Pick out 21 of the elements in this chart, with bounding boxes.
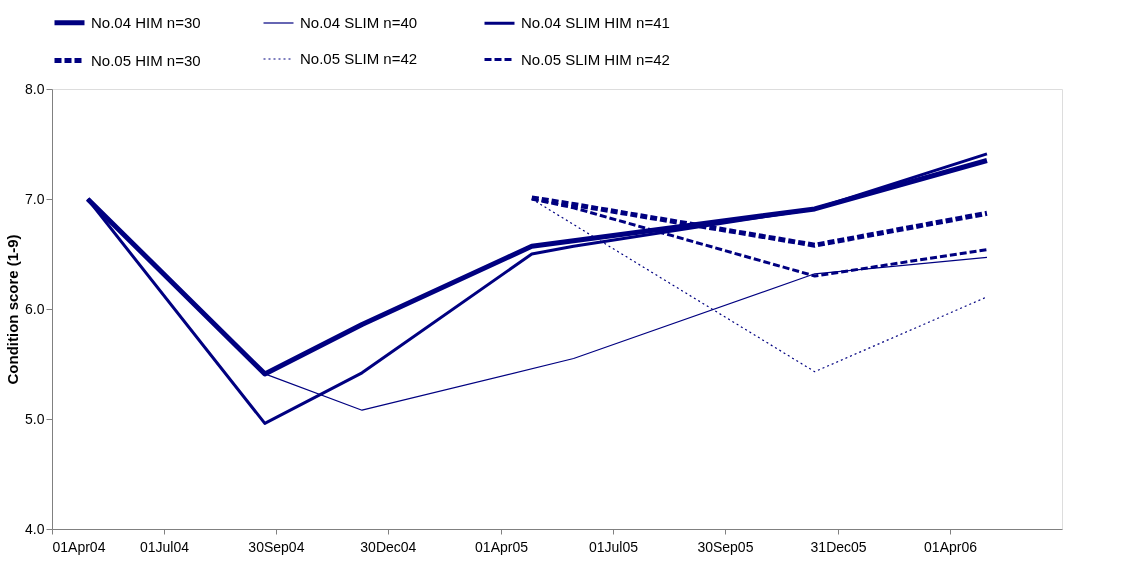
x-tick-label: 01Apr04 <box>52 538 106 555</box>
x-tick-label: 31Dec05 <box>810 538 867 555</box>
legend-label: No.04 SLIM HIM n=41 <box>521 14 670 32</box>
legend-label: No.05 HIM n=30 <box>91 51 201 69</box>
y-tick-label: 6.0 <box>25 300 45 317</box>
x-tick-label: 01Jul05 <box>588 538 639 555</box>
x-tick-label: 30Sep04 <box>248 538 305 555</box>
x-tick-label: 30Sep05 <box>697 538 754 555</box>
y-tick-label: 5.0 <box>25 410 45 427</box>
y-tick-label: 4.0 <box>25 520 45 537</box>
y-tick-label: 8.0 <box>25 80 45 97</box>
x-tick-label: 01Apr05 <box>475 538 529 555</box>
legend-label: No.05 SLIM n=42 <box>300 50 418 67</box>
y-axis-title: Condition score (1-9) <box>4 234 22 385</box>
legend-label: No.05 SLIM HIM n=42 <box>521 50 670 68</box>
legend-label: No.04 SLIM n=40 <box>300 14 418 31</box>
x-tick-label: 30Dec04 <box>360 538 417 555</box>
x-tick-label: 01Apr06 <box>924 538 978 555</box>
x-tick-label: 01Jul04 <box>139 538 190 555</box>
legend-label: No.04 HIM n=30 <box>91 13 201 31</box>
y-tick-label: 7.0 <box>25 190 45 207</box>
